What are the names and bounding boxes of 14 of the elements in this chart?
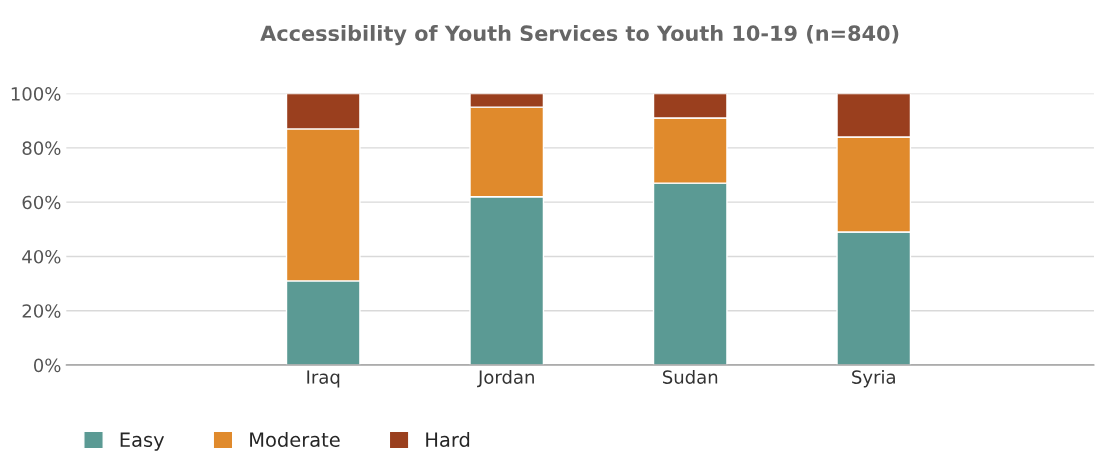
legend-label: Easy [120,432,165,451]
y-tick-label: 20% [22,304,61,318]
legend-label: Hard [426,431,470,448]
y-tick-label: 100% [11,87,61,101]
y-tick-label: 80% [22,141,61,155]
chart-title: Accessibility of Youth Services to Youth 10-19 (n=840) [260,24,899,46]
x-tick-label: Syria [852,369,895,388]
x-tick-label: Jordan [477,369,534,388]
y-tick-label: 0% [33,358,61,373]
x-tick-label: Iraq [307,370,340,388]
y-tick-label: 40% [22,249,61,264]
legend-label: Moderate [250,431,340,448]
x-tick-label: Sudan [662,369,718,384]
y-tick-label: 60% [22,195,61,210]
